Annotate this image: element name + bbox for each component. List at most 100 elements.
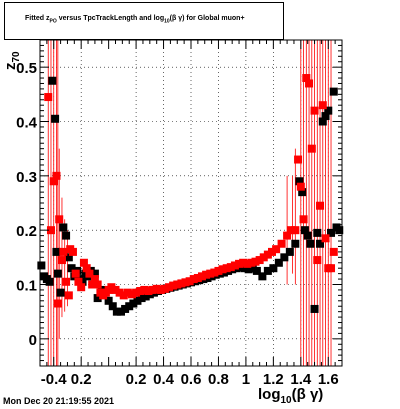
red-series-point xyxy=(127,290,136,299)
red-series-point xyxy=(197,272,206,281)
black-series-point xyxy=(112,307,121,316)
black-series-point xyxy=(56,288,65,297)
red-series-point xyxy=(235,259,244,268)
black-series-point xyxy=(67,264,76,273)
title-box: Fitted zPO versus TpcTrackLength and log… xyxy=(4,2,284,40)
black-series-point xyxy=(133,296,142,305)
red-series-point xyxy=(255,256,264,265)
tick-labels: -0.4 0.2 0.2 0.4 0.6 0.8 1 1.2 1.4 1.600.10.20.30… xyxy=(16,60,339,388)
black-series-point xyxy=(321,112,330,121)
red-series-point xyxy=(299,215,308,224)
black-series-point xyxy=(116,307,125,316)
red-series-point xyxy=(85,269,94,278)
black-series-point xyxy=(78,277,87,286)
red-series-point xyxy=(107,283,116,292)
x-tick-label: 0.4 xyxy=(153,371,175,388)
red-series-point xyxy=(296,182,305,191)
red-series-point xyxy=(189,275,198,284)
x-tick-label: -0.4 xyxy=(41,371,68,388)
y-tick-label: 0.5 xyxy=(16,60,37,77)
y-tick-label: 0.2 xyxy=(16,223,37,240)
red-series-point xyxy=(152,284,161,293)
black-series-point xyxy=(318,117,327,126)
black-series-point xyxy=(295,177,304,186)
black-series-point xyxy=(59,223,68,232)
red-series-point xyxy=(243,259,252,268)
red-series-point xyxy=(263,250,272,259)
y-tick-label: 0.1 xyxy=(16,278,37,295)
red-series-point xyxy=(206,269,215,278)
red-series-point xyxy=(210,268,219,277)
black-series-point xyxy=(285,247,294,256)
red-series-point xyxy=(283,231,292,240)
y-tick-label: 0.3 xyxy=(16,169,37,186)
red-series-point xyxy=(218,265,227,274)
red-series-point xyxy=(88,280,97,289)
red-series-point xyxy=(302,74,311,83)
red-series-point xyxy=(310,106,319,115)
title-pre: Fitted z xyxy=(25,15,50,22)
black-series-point xyxy=(137,294,146,303)
red-series-point xyxy=(132,288,141,297)
axis-ticks xyxy=(39,39,343,367)
red-series-point xyxy=(115,288,124,297)
x-axis-label: log10(β γ) xyxy=(258,386,323,406)
red-series-point xyxy=(316,201,325,210)
x-tick-label: 1.4 xyxy=(290,371,312,388)
black-series-point xyxy=(53,269,62,278)
red-series-point xyxy=(259,253,268,262)
red-series-point xyxy=(327,264,336,273)
title-sub-10: 10 xyxy=(164,18,170,25)
red-series-point xyxy=(294,155,303,164)
black-series-point xyxy=(324,106,333,115)
red-series-point xyxy=(144,287,153,296)
red-series-point xyxy=(173,280,182,289)
red-series-point xyxy=(44,93,53,102)
red-series-point xyxy=(160,284,169,293)
black-series-point xyxy=(252,266,261,275)
black-series-point xyxy=(303,231,312,240)
x-label-main: log xyxy=(258,386,281,403)
black-series-point xyxy=(298,188,307,197)
red-series-point xyxy=(287,226,296,235)
x-tick-label: 0.2 xyxy=(71,371,92,388)
red-series-point xyxy=(77,283,86,292)
black-series-point xyxy=(306,239,315,248)
red-series-point xyxy=(64,291,73,300)
red-series-point xyxy=(79,258,88,267)
red-series-point xyxy=(267,247,276,256)
black-series-point xyxy=(45,277,54,286)
red-series-point xyxy=(55,215,64,224)
timestamp: Mon Dec 20 21:19:55 2021 xyxy=(3,396,115,406)
red-series-point xyxy=(59,247,68,256)
black-series-point xyxy=(269,264,278,273)
red-series-point xyxy=(74,277,83,286)
red-series-point xyxy=(277,239,286,248)
red-series-point xyxy=(193,273,202,282)
red-series-point xyxy=(214,266,223,275)
black-series-point xyxy=(258,272,267,281)
red-series-point xyxy=(52,171,61,180)
red-series-point xyxy=(313,256,322,265)
black-series-point xyxy=(274,258,283,267)
red-series-point xyxy=(62,277,71,286)
title-sub-po: PO xyxy=(49,18,57,25)
red-series-point xyxy=(156,285,165,294)
red-series-point xyxy=(71,269,80,278)
red-series-point xyxy=(53,299,62,308)
red-series-point xyxy=(57,256,66,265)
x-tick-label: 0.2 xyxy=(126,371,147,388)
red-series-point xyxy=(305,79,314,88)
x-tick-label: 1.2 xyxy=(263,371,284,388)
red-series-point xyxy=(49,177,58,186)
red-series-point xyxy=(169,281,178,290)
x-label-post: (β γ) xyxy=(291,386,324,403)
black-series-point xyxy=(125,302,134,311)
red-series-point xyxy=(307,144,316,153)
red-series-point xyxy=(239,258,248,267)
red-series-point xyxy=(318,101,327,110)
black-series-point xyxy=(313,228,322,237)
red-series-point xyxy=(136,287,145,296)
y-label-sub: 70 xyxy=(11,51,22,63)
black-series-point xyxy=(64,253,73,262)
